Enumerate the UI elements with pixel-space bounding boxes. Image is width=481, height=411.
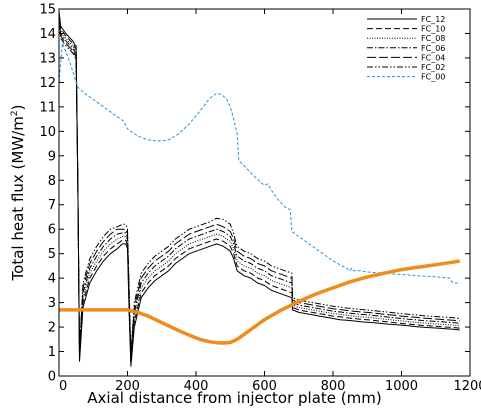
x-tick-label: 200: [115, 379, 140, 394]
legend-label: FC_10: [421, 25, 445, 34]
y-tick-label: 5: [48, 247, 56, 262]
y-tick-label: 7: [48, 198, 56, 213]
series-layer: [58, 11, 461, 367]
legend-label: FC_02: [421, 63, 445, 72]
y-axis-label-close: ): [9, 105, 27, 111]
y-axis-label-main: Total heat flux (MW/m: [9, 116, 27, 281]
y-tick-label: 13: [39, 51, 56, 66]
legend-label: FC_00: [421, 73, 445, 82]
y-tick-label: 6: [48, 223, 56, 238]
series-line-fc-02: [58, 23, 460, 355]
series-line-fc-06: [58, 18, 460, 360]
y-tick-label: 1: [48, 345, 56, 360]
tick-layer: 0200400600800100012000123456789101112131…: [39, 3, 481, 395]
legend-label: FC_12: [421, 15, 445, 24]
y-tick-label: 2: [48, 321, 56, 336]
y-tick-label: 4: [48, 272, 56, 287]
y-tick-label: 0: [48, 370, 56, 385]
y-tick-label: 14: [39, 27, 56, 42]
legend-label: FC_04: [421, 53, 445, 62]
y-tick-label: 11: [39, 100, 56, 115]
y-axis-label: Total heat flux (MW/m2): [9, 105, 27, 282]
y-axis-label-sup: 2: [10, 110, 20, 116]
x-tick-label: 0: [59, 379, 67, 394]
x-axis-label: Axial distance from injector plate (mm): [87, 389, 381, 407]
series-line-fc-04: [58, 21, 460, 357]
y-tick-label: 10: [39, 125, 56, 140]
y-tick-label: 3: [48, 296, 56, 311]
y-tick-label: 12: [39, 76, 56, 91]
series-line-fc-08: [58, 16, 460, 362]
x-tick-label: 600: [252, 379, 277, 394]
legend-label: FC_06: [421, 44, 445, 53]
series-line-fc-12: [58, 11, 460, 367]
x-tick-label: 800: [321, 379, 346, 394]
y-tick-label: 8: [48, 174, 56, 189]
series-line-fc-00: [58, 42, 460, 284]
y-tick-label: 9: [48, 149, 56, 164]
legend-label: FC_08: [421, 34, 445, 43]
series-line-fc-10: [58, 13, 460, 365]
x-tick-label: 1000: [385, 379, 418, 394]
x-tick-label: 400: [184, 379, 209, 394]
series-line-unlabeled-7: [59, 259, 461, 345]
y-tick-label: 15: [39, 3, 56, 18]
